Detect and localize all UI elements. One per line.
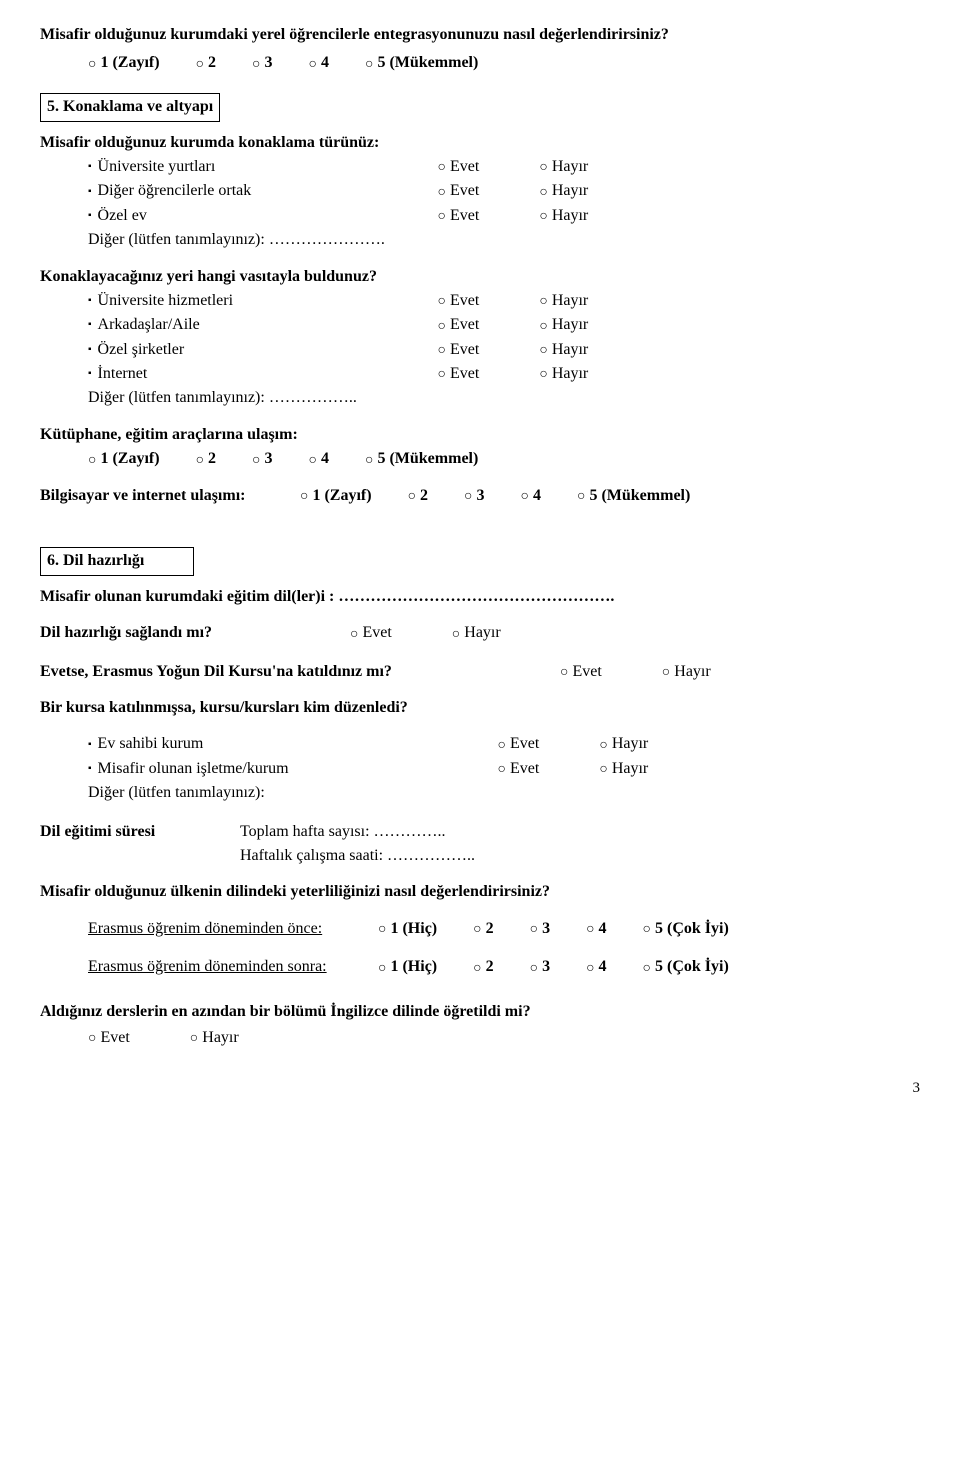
- sec5-q4: Bilgisayar ve internet ulaşımı:: [40, 485, 300, 507]
- opt-2[interactable]: ○2: [196, 448, 216, 470]
- sec6-q5: Misafir olduğunuz ülkenin dilindeki yete…: [40, 881, 920, 903]
- opt-no[interactable]: ○Hayır: [662, 661, 711, 683]
- sec6-q1: Misafir olunan kurumdaki eğitim dil(ler)…: [40, 586, 920, 608]
- sec6-item-isletme: ▪ Misafir olunan işletme/kurum ○Evet ○Ha…: [88, 758, 920, 780]
- sec5-item-ortak: ▪ Diğer öğrencilerle ortak ○Evet ○Hayır: [88, 180, 920, 202]
- sec6-before-label: Erasmus öğrenim döneminden önce:: [88, 918, 378, 940]
- opt-yes[interactable]: ○Evet: [498, 733, 540, 755]
- opt-2[interactable]: ○2: [473, 956, 493, 978]
- sec5-item-hizmet: ▪ Üniversite hizmetleri ○Evet ○Hayır: [88, 290, 920, 312]
- opt-2[interactable]: ○2: [408, 485, 428, 507]
- opt-yes[interactable]: ○Evet: [350, 622, 392, 644]
- page-number: 3: [40, 1078, 920, 1099]
- opt-5[interactable]: ○5 (Mükemmel): [365, 52, 478, 74]
- opt-4[interactable]: ○4: [309, 448, 329, 470]
- sec6-duration: Dil eğitimi süresi Toplam hafta sayısı: …: [40, 821, 920, 843]
- sec6-q6: Aldığınız derslerin en azından bir bölüm…: [40, 1001, 920, 1023]
- scale-library: ○1 (Zayıf) ○2 ○3 ○4 ○5 (Mükemmel): [88, 448, 478, 470]
- section-6-header: 6. Dil hazırlığı: [40, 547, 194, 575]
- opt-yes[interactable]: ○Evet: [438, 290, 480, 312]
- opt-4[interactable]: ○4: [309, 52, 329, 74]
- q-integration-title: Misafir olduğunuz kurumdaki yerel öğrenc…: [40, 24, 920, 46]
- opt-no[interactable]: ○Hayır: [190, 1027, 239, 1049]
- sec6-q3: Evetse, Erasmus Yoğun Dil Kursu'na katıl…: [40, 661, 560, 683]
- sec5-q1: Misafir olduğunuz kurumda konaklama türü…: [40, 132, 920, 154]
- sec5-item-arkadas: ▪ Arkadaşlar/Aile ○Evet ○Hayır: [88, 314, 920, 336]
- sec6-after-row: Erasmus öğrenim döneminden sonra: ○1 (Hi…: [88, 956, 920, 978]
- sec6-before-row: Erasmus öğrenim döneminden önce: ○1 (Hiç…: [88, 918, 920, 940]
- opt-3[interactable]: ○3: [252, 52, 272, 74]
- opt-yes[interactable]: ○Evet: [438, 205, 480, 227]
- opt-2[interactable]: ○2: [473, 918, 493, 940]
- opt-3[interactable]: ○3: [252, 448, 272, 470]
- opt-5[interactable]: ○5 (Mükemmel): [577, 485, 690, 507]
- opt-no[interactable]: ○Hayır: [539, 156, 588, 178]
- opt-3[interactable]: ○3: [464, 485, 484, 507]
- opt-yes[interactable]: ○Evet: [438, 314, 480, 336]
- opt-no[interactable]: ○Hayır: [539, 363, 588, 385]
- sec6-duration-hours-row: Haftalık çalışma saati: ……………..: [40, 845, 920, 867]
- opt-no[interactable]: ○Hayır: [539, 205, 588, 227]
- sec6-q4: Bir kursa katılınmışsa, kursu/kursları k…: [40, 697, 920, 719]
- opt-no[interactable]: ○Hayır: [539, 314, 588, 336]
- opt-yes[interactable]: ○Evet: [438, 180, 480, 202]
- sec6-item-evsahibi: ▪ Ev sahibi kurum ○Evet ○Hayır: [88, 733, 920, 755]
- opt-yes[interactable]: ○Evet: [498, 758, 540, 780]
- sec6-q2-row: Dil hazırlığı sağlandı mı? ○Evet ○Hayır: [40, 622, 920, 644]
- sec6-after-label: Erasmus öğrenim döneminden sonra:: [88, 956, 378, 978]
- sec5-other2: Diğer (lütfen tanımlayınız): ……………..: [88, 387, 920, 409]
- opt-no[interactable]: ○Hayır: [539, 290, 588, 312]
- opt-4[interactable]: ○4: [586, 918, 606, 940]
- opt-3[interactable]: ○3: [530, 918, 550, 940]
- opt-1[interactable]: ○1 (Zayıf): [88, 448, 160, 470]
- opt-no[interactable]: ○Hayır: [599, 733, 648, 755]
- sec6-q2: Dil hazırlığı sağlandı mı?: [40, 622, 350, 644]
- opt-1[interactable]: ○1 (Hiç): [378, 956, 437, 978]
- scale-computer: ○1 (Zayıf) ○2 ○3 ○4 ○5 (Mükemmel): [300, 485, 690, 507]
- opt-1[interactable]: ○1 (Zayıf): [300, 485, 372, 507]
- opt-4[interactable]: ○4: [586, 956, 606, 978]
- opt-1[interactable]: ○1 (Zayıf): [88, 52, 160, 74]
- sec5-item-yurt: ▪ Üniversite yurtları ○Evet ○Hayır: [88, 156, 920, 178]
- opt-5[interactable]: ○5 (Mükemmel): [365, 448, 478, 470]
- sec5-q3: Kütüphane, eğitim araçlarına ulaşım:: [40, 424, 920, 446]
- opt-4[interactable]: ○4: [521, 485, 541, 507]
- opt-no[interactable]: ○Hayır: [452, 622, 501, 644]
- opt-3[interactable]: ○3: [530, 956, 550, 978]
- opt-yes[interactable]: ○Evet: [438, 156, 480, 178]
- opt-yes[interactable]: ○Evet: [438, 339, 480, 361]
- opt-yes[interactable]: ○Evet: [88, 1027, 130, 1049]
- opt-2[interactable]: ○2: [196, 52, 216, 74]
- scale-integration: ○1 (Zayıf) ○2 ○3 ○4 ○5 (Mükemmel): [88, 52, 478, 74]
- sec5-q4-row: Bilgisayar ve internet ulaşımı: ○1 (Zayı…: [40, 485, 920, 507]
- opt-yes[interactable]: ○Evet: [438, 363, 480, 385]
- opt-5[interactable]: ○5 (Çok İyi): [643, 956, 729, 978]
- sec6-duration-label: Dil eğitimi süresi: [40, 821, 240, 843]
- sec6-duration-weeks: Toplam hafta sayısı: …………..: [240, 821, 446, 843]
- sec5-other: Diğer (lütfen tanımlayınız): ………………….: [88, 229, 920, 251]
- sec5-q2: Konaklayacağınız yeri hangi vasıtayla bu…: [40, 266, 920, 288]
- sec5-item-internet: ▪ İnternet ○Evet ○Hayır: [88, 363, 920, 385]
- sec6-other: Diğer (lütfen tanımlayınız):: [88, 782, 920, 804]
- sec5-item-sirket: ▪ Özel şirketler ○Evet ○Hayır: [88, 339, 920, 361]
- opt-no[interactable]: ○Hayır: [599, 758, 648, 780]
- sec5-item-ozelev: ▪ Özel ev ○Evet ○Hayır: [88, 205, 920, 227]
- opt-yes[interactable]: ○Evet: [560, 661, 602, 683]
- opt-no[interactable]: ○Hayır: [539, 339, 588, 361]
- opt-1[interactable]: ○1 (Hiç): [378, 918, 437, 940]
- opt-no[interactable]: ○Hayır: [539, 180, 588, 202]
- sec6-q3-row: Evetse, Erasmus Yoğun Dil Kursu'na katıl…: [40, 661, 920, 683]
- sec6-duration-hours: Haftalık çalışma saati: ……………..: [240, 845, 475, 867]
- section-5-header: 5. Konaklama ve altyapı: [40, 93, 220, 121]
- opt-5[interactable]: ○5 (Çok İyi): [643, 918, 729, 940]
